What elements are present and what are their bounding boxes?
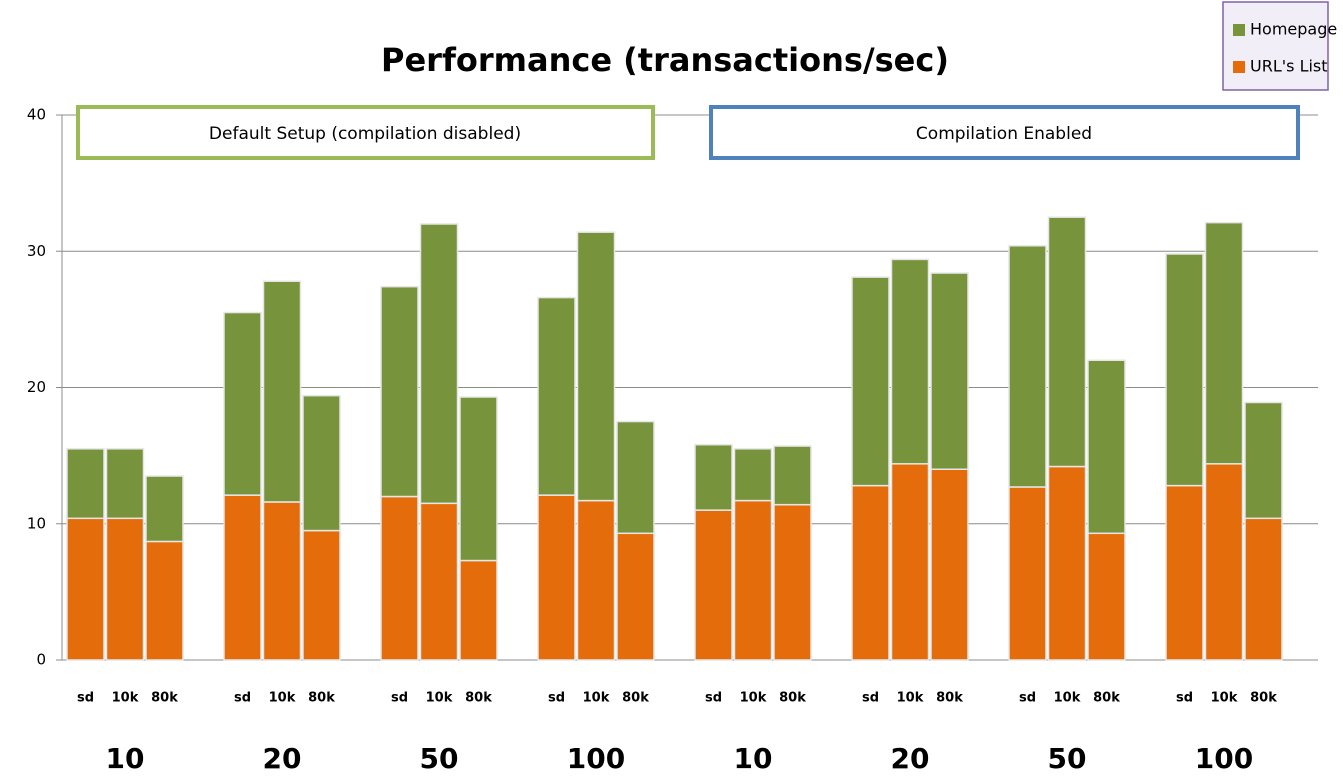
bar-segment [930, 272, 969, 470]
group-label: 10 [106, 742, 145, 775]
x-tick-label: sd [234, 691, 251, 706]
bar-segment [1047, 465, 1087, 661]
y-tick-label: 30 [27, 242, 46, 260]
group-label: 50 [1048, 742, 1087, 775]
y-tick-label: 20 [27, 378, 46, 396]
bar-segment [262, 501, 302, 661]
bar-segment [1244, 401, 1283, 520]
x-tick-label: 10k [740, 691, 767, 706]
x-tick-label: 80k [779, 691, 806, 706]
x-tick-label: 10k [426, 691, 453, 706]
bar-segment [576, 499, 616, 661]
bar-segment [616, 420, 655, 535]
bar-segment [223, 494, 262, 661]
bar-segment [380, 285, 419, 498]
annotation: Compilation Enabled [916, 124, 1092, 144]
bar-segment [459, 396, 498, 562]
x-tick-label: 80k [151, 691, 178, 706]
bar-segment [1087, 532, 1126, 661]
x-tick-label: 10k [583, 691, 610, 706]
chart-title: Performance (transactions/sec) [381, 41, 949, 79]
x-tick-label: sd [705, 691, 722, 706]
bar-segment [145, 475, 184, 543]
bar-segment [66, 517, 105, 661]
bar-segment [694, 509, 733, 661]
bar-segment [1204, 463, 1244, 661]
bar-segment [1047, 216, 1087, 468]
bar-segment [576, 231, 616, 502]
bar-segment [694, 443, 733, 511]
annotation-box [709, 105, 1300, 160]
group-label: 100 [1195, 742, 1253, 775]
bar-segment [537, 494, 576, 661]
bar-segment [930, 468, 969, 661]
annotation: Default Setup (compilation disabled) [209, 124, 521, 144]
legend-box [1222, 1, 1329, 91]
group-label: 20 [263, 742, 302, 775]
bar-segment [262, 280, 302, 503]
x-tick-label: sd [77, 691, 94, 706]
annotation-box [76, 105, 655, 160]
bar-segment [66, 448, 105, 520]
x-tick-label: 10k [897, 691, 924, 706]
bar-segment [1087, 359, 1126, 535]
x-tick-label: 10k [1054, 691, 1081, 706]
bar-segment [773, 445, 812, 506]
bar-segment [302, 529, 341, 661]
bar-segment [537, 296, 576, 496]
bar-segment [1008, 245, 1047, 488]
bar-segment [1165, 253, 1204, 487]
legend-swatch [1233, 61, 1245, 73]
bar-segment [302, 394, 341, 532]
bar-segment [733, 499, 773, 661]
y-tick-label: 10 [27, 514, 46, 532]
bar-segment [1008, 486, 1047, 661]
x-tick-label: 80k [1093, 691, 1120, 706]
x-tick-label: 80k [308, 691, 335, 706]
bar-segment [733, 448, 773, 502]
bar-segment [419, 223, 459, 505]
x-tick-label: sd [862, 691, 879, 706]
bar-segment [616, 532, 655, 661]
bar-segment [145, 540, 184, 661]
bar-segment [851, 276, 890, 487]
legend-swatch [1233, 24, 1245, 36]
x-tick-label: sd [548, 691, 565, 706]
x-tick-label: 80k [465, 691, 492, 706]
bar-segment [1244, 517, 1283, 661]
bar-segment [223, 311, 262, 496]
x-tick-label: 10k [269, 691, 296, 706]
x-tick-label: 10k [1211, 691, 1238, 706]
x-tick-label: 80k [1250, 691, 1277, 706]
bar-segment [890, 258, 930, 465]
bar-segment [419, 502, 459, 661]
y-tick-label: 40 [27, 106, 46, 124]
x-tick-label: sd [1176, 691, 1193, 706]
bar-segment [380, 495, 419, 661]
bar-segment [459, 559, 498, 661]
bar-segment [105, 517, 145, 661]
group-label: 100 [567, 742, 625, 775]
x-tick-label: sd [391, 691, 408, 706]
bar-segment [1204, 221, 1244, 465]
group-label: 20 [891, 742, 930, 775]
x-tick-label: 80k [936, 691, 963, 706]
legend-label: Homepage [1250, 20, 1337, 39]
group-label: 50 [420, 742, 459, 775]
y-tick-label: 0 [36, 651, 46, 669]
group-label: 10 [734, 742, 773, 775]
x-tick-label: 80k [622, 691, 649, 706]
bar-segment [851, 484, 890, 661]
legend-label: URL's List [1250, 57, 1328, 76]
x-tick-label: sd [1019, 691, 1036, 706]
x-tick-label: 10k [112, 691, 139, 706]
bar-segment [105, 448, 145, 520]
bar-segment [773, 503, 812, 661]
bar-segment [890, 463, 930, 661]
bar-segment [1165, 484, 1204, 661]
